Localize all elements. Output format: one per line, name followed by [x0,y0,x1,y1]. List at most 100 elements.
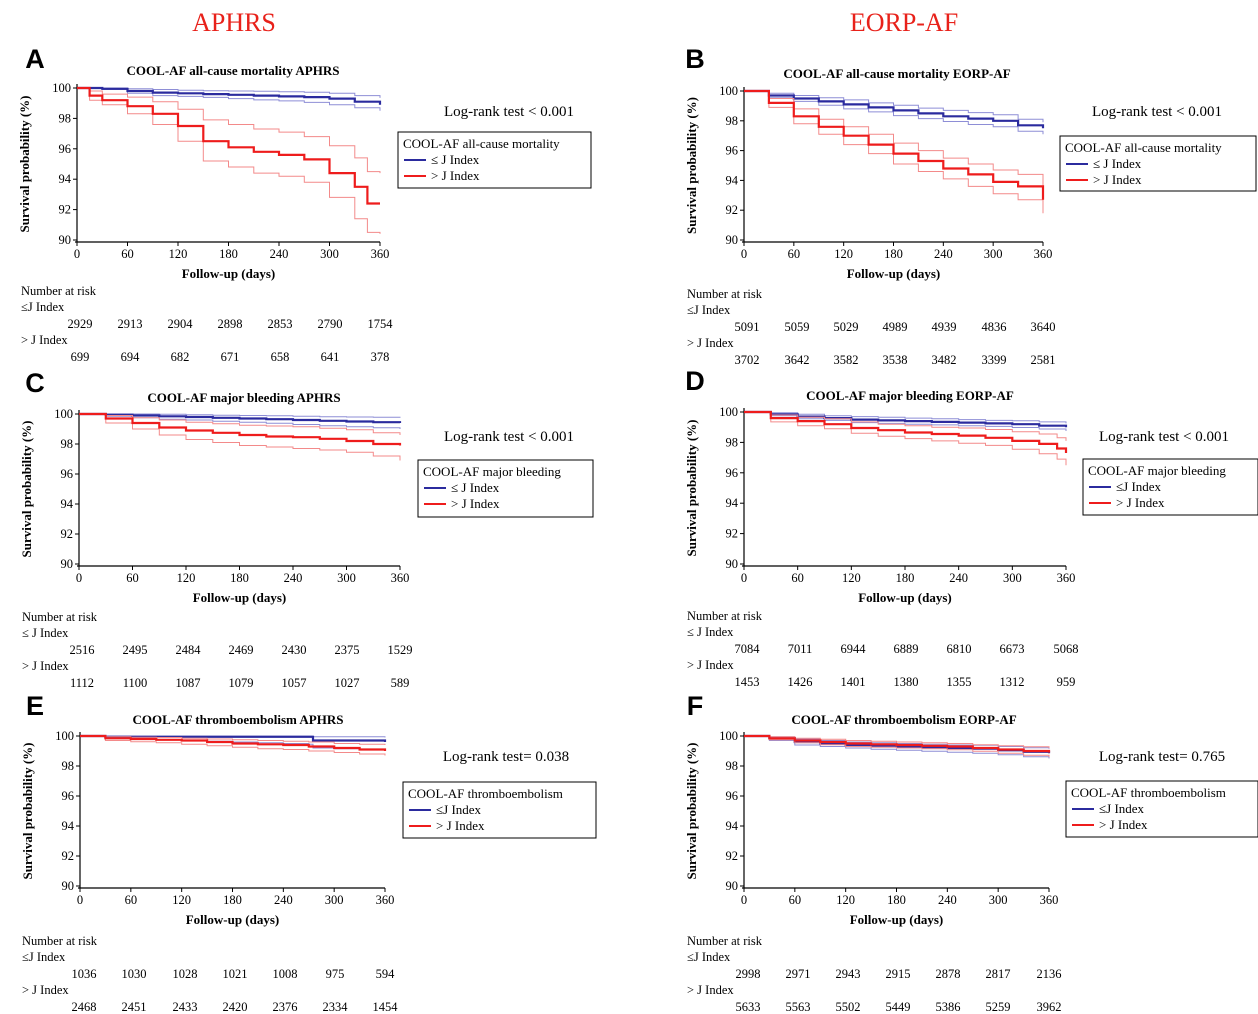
risk-row-label: ≤J Index [687,303,731,317]
risk-value: 589 [391,676,410,690]
risk-value: 3702 [735,353,760,367]
x-axis-label: Follow-up (days) [850,912,944,927]
risk-value: 5386 [936,1000,961,1014]
x-tick-label: 0 [76,571,82,585]
panel-c: C COOL-AF major bleeding APHRS 90 92 94 96 98 1… [19,368,594,690]
number-at-risk: Number at risk ≤J Index 5091 5059 5029 4989 49… [687,287,1056,367]
panel-d: D COOL-AF major bleeding EORP-AF909294969… [684,366,1258,689]
risk-header: Number at risk [687,609,763,623]
legend: COOL-AF major bleeding≤J Index> J Index [1082,458,1258,516]
y-tick-label: 92 [59,203,72,217]
y-tick-label: 90 [726,233,739,247]
legend-title: COOL-AF thromboembolism [1071,785,1226,800]
legend: COOL-AF thromboembolism≤J Index> J Index [1065,780,1258,838]
risk-value: 1008 [273,967,298,981]
x-tick-label: 0 [77,893,83,907]
risk-value: 5563 [786,1000,811,1014]
legend-entry: ≤J Index [1099,801,1145,816]
y-tick-label: 98 [61,437,74,451]
survival-line [79,412,402,446]
risk-value: 5502 [836,1000,861,1014]
legend-entry: > J Index [1093,172,1142,187]
series-high-j-index [744,89,1045,214]
series-high-j-index [79,412,402,461]
risk-value: 4939 [932,320,957,334]
risk-row-label: > J Index [22,659,69,673]
column-title-eorp-af: EORP-AF [850,8,958,37]
y-axis-label: Survival probability (%) [684,742,699,879]
y-axis-label: Survival probability (%) [19,420,34,557]
risk-value: 2853 [268,317,293,331]
x-tick-label: 300 [989,893,1008,907]
panel-title: COOL-AF thromboembolism APHRS [133,712,344,727]
y-tick-label: 90 [61,557,74,571]
y-tick-label: 100 [55,729,74,743]
x-tick-label: 240 [284,571,303,585]
risk-row-label: ≤J Index [687,950,731,964]
risk-value: 1036 [72,967,97,981]
risk-value: 671 [221,350,240,364]
y-axis-label: Survival probability (%) [684,97,699,234]
risk-value: 694 [121,350,141,364]
risk-value: 2495 [123,643,148,657]
risk-value: 378 [371,350,390,364]
series-low-j-index [77,86,382,111]
logrank-text: Log-rank test < 0.001 [444,104,574,120]
risk-value: 2913 [118,317,143,331]
y-tick-label: 94 [61,497,74,511]
risk-row-label: ≤ J Index [687,625,734,639]
survival-line [744,734,1051,753]
x-tick-label: 360 [376,893,395,907]
axes: 90 92 94 96 98 100 0 60 120 180 240 300 360 Follow-up… [20,729,394,927]
x-tick-label: 0 [741,247,747,261]
risk-row-label: ≤J Index [21,300,65,314]
y-tick-label: 94 [726,496,739,510]
panel-e: E COOL-AF thromboembolism APHRS 90 92 94 96 98… [20,691,597,1014]
risk-value: 2420 [223,1000,248,1014]
risk-header: Number at risk [21,284,97,298]
risk-value: 2375 [335,643,360,657]
risk-value: 2451 [122,1000,147,1014]
x-tick-label: 240 [949,571,968,585]
x-tick-label: 60 [121,247,134,261]
panel-title: COOL-AF major bleeding APHRS [147,390,340,405]
legend-entry: ≤ J Index [431,152,480,167]
risk-value: 1312 [1000,675,1025,689]
x-tick-label: 360 [1034,247,1053,261]
x-tick-label: 120 [177,571,196,585]
panel-letter: C [25,368,45,398]
x-axis-label: Follow-up (days) [193,590,287,605]
y-tick-label: 96 [61,467,74,481]
axes: 90 92 94 96 98 100 0 60 120 180 240 300 360 Follow-up… [684,84,1052,281]
series-high-j-index [80,734,387,756]
ci-lower-line [744,735,1050,757]
x-tick-label: 300 [325,893,344,907]
x-tick-label: 360 [1057,571,1076,585]
risk-value: 1401 [841,675,866,689]
risk-value: 4836 [982,320,1007,334]
legend-box [1082,458,1258,516]
ci-lower-line [744,735,1050,759]
legend-entry: ≤ J Index [451,480,500,495]
series-low-j-index [79,412,402,429]
risk-value: 1754 [368,317,394,331]
panel-letter: F [687,691,704,721]
risk-value: 699 [71,350,90,364]
risk-row-label: > J Index [21,333,68,347]
logrank-text: Log-rank test < 0.001 [444,429,574,445]
panel-a: A COOL-AF all-cause mortality APHRS 90 92 94… [17,44,592,364]
risk-value: 6889 [894,642,919,656]
risk-value: 1087 [176,676,201,690]
x-tick-label: 60 [126,571,139,585]
survival-line [80,734,387,751]
ci-upper-line [744,411,1067,441]
x-tick-label: 240 [274,893,293,907]
x-tick-label: 240 [270,247,289,261]
survival-line [744,89,1045,129]
risk-value: 2971 [786,967,811,981]
risk-value: 2904 [168,317,194,331]
legend-entry: > J Index [451,496,500,511]
y-tick-label: 92 [726,527,739,541]
x-tick-label: 120 [834,247,853,261]
